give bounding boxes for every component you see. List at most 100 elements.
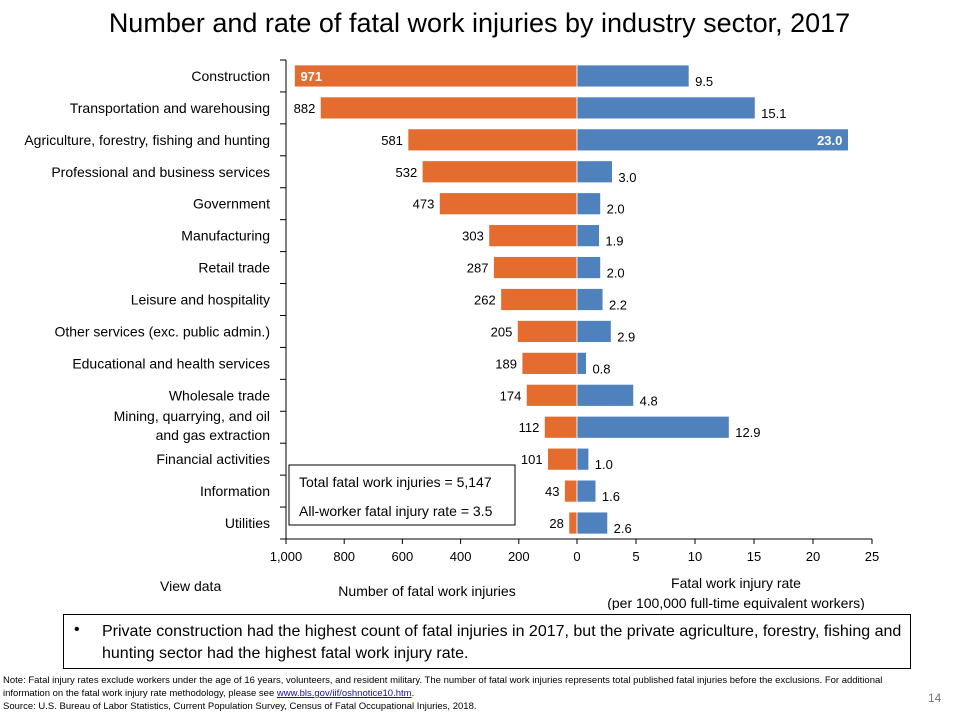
rate-data-label: 9.5: [695, 74, 713, 89]
category-label: Agriculture, forestry, fishing and hunti…: [24, 132, 270, 148]
rate-data-label: 4.8: [640, 393, 658, 408]
rate-bar: [576, 511, 609, 535]
count-bar: [516, 320, 578, 343]
total-injuries-annotation: Total fatal work injuries = 5,147: [299, 474, 492, 490]
category-label: Utilities: [225, 515, 270, 531]
rate-bar: [576, 256, 602, 279]
left-axis-tick-label: 600: [392, 549, 414, 564]
count-data-label: 189: [495, 356, 517, 371]
category-label: Transportation and warehousing: [70, 100, 270, 116]
methodology-link[interactable]: www.bls.gov/iif/oshnotice10.htm: [276, 688, 412, 699]
category-label: Construction: [191, 68, 270, 84]
category-label: Educational and health services: [72, 355, 270, 371]
count-data-label: 287: [467, 261, 489, 276]
rate-bar: [576, 160, 613, 184]
rate-data-label: 2.2: [609, 298, 627, 313]
key-finding-text: Private construction had the highest cou…: [102, 623, 902, 662]
category-label: Wholesale trade: [169, 387, 270, 403]
count-data-label: 581: [381, 133, 403, 148]
count-bar: [438, 192, 578, 216]
rate-bar: [576, 479, 597, 503]
left-axis-tick-label: 1,000: [270, 549, 303, 564]
rate-data-label: 1.0: [595, 457, 613, 472]
rate-data-label: 1.9: [605, 234, 623, 249]
rate-data-label: 12.9: [735, 425, 760, 440]
rate-bar: [576, 351, 587, 375]
count-data-label: 971: [300, 69, 322, 84]
rate-bar: [576, 192, 602, 216]
left-axis-tick-label: 0: [573, 549, 580, 564]
right-axis-tick-label: 25: [865, 549, 879, 564]
left-axis-title: Number of fatal work injuries: [338, 583, 515, 599]
chart-title: Number and rate of fatal work injuries b…: [108, 8, 851, 38]
rate-bar: [576, 320, 612, 343]
totals-annotation-box: [288, 464, 516, 526]
count-data-label: 882: [294, 101, 316, 116]
count-bar: [568, 511, 578, 535]
rate-data-label: 2.0: [607, 266, 625, 281]
count-bar: [544, 415, 578, 439]
right-axis-tick-label: 20: [806, 549, 820, 564]
right-axis-subtitle: (per 100,000 full-time equivalent worker…: [607, 595, 865, 610]
rate-bar: [576, 224, 600, 248]
count-data-label: 174: [500, 388, 522, 403]
count-data-label: 101: [521, 452, 543, 467]
category-label: and gas extraction: [156, 427, 270, 443]
count-data-label: 532: [395, 165, 417, 180]
count-bar: [493, 256, 578, 279]
count-bar: [294, 64, 578, 88]
count-bar: [521, 351, 578, 375]
footnotes: Note: Fatal injury rates exclude workers…: [3, 674, 913, 713]
count-bar: [500, 288, 578, 311]
rate-bar: [576, 383, 635, 407]
count-bar: [564, 479, 578, 503]
rate-bar: [576, 415, 730, 439]
left-axis-tick-label: 800: [333, 549, 355, 564]
rate-data-label: 0.8: [592, 361, 610, 376]
left-axis-tick-label: 400: [450, 549, 472, 564]
rate-bar: [576, 447, 590, 471]
count-bar: [547, 447, 578, 471]
rate-bar: [576, 96, 756, 120]
bullet-symbol: •: [74, 621, 80, 638]
rate-data-label: 2.6: [614, 521, 632, 536]
count-data-label: 262: [474, 293, 496, 308]
rate-bar: [576, 288, 604, 311]
rate-bar: [576, 128, 849, 152]
rate-data-label: 3.0: [618, 170, 636, 185]
count-bar: [525, 383, 578, 407]
count-bar: [319, 96, 578, 120]
source-text: Source: U.S. Bureau of Labor Statistics,…: [3, 701, 477, 712]
right-axis-tick-label: 15: [747, 549, 761, 564]
category-label: Other services (exc. public admin.): [54, 323, 270, 339]
right-axis-title: Fatal work injury rate: [671, 575, 801, 591]
category-label: Information: [200, 483, 270, 499]
count-data-label: 303: [462, 229, 484, 244]
count-bar: [421, 160, 578, 184]
rate-data-label: 1.6: [602, 489, 620, 504]
count-bar: [407, 128, 578, 152]
category-label: Manufacturing: [181, 228, 270, 244]
count-bar: [488, 224, 578, 248]
view-data-link[interactable]: View data: [160, 578, 222, 594]
count-data-label: 28: [549, 516, 563, 531]
count-data-label: 112: [519, 420, 540, 435]
category-label: Mining, quarrying, and oil: [114, 408, 270, 424]
left-axis-tick-label: 200: [508, 549, 530, 564]
count-data-label: 473: [413, 197, 435, 212]
rate-data-label: 23.0: [817, 133, 842, 148]
right-axis-tick-label: 10: [688, 549, 702, 564]
count-data-label: 205: [491, 324, 513, 339]
note-text: Note: Fatal injury rates exclude workers…: [3, 675, 883, 699]
rate-data-label: 2.9: [617, 329, 635, 344]
butterfly-bar-chart: Construction Transportation and warehousi…: [24, 59, 879, 610]
category-label: Financial activities: [156, 451, 270, 467]
key-finding-box: • Private construction had the highest c…: [63, 614, 911, 669]
count-data-label: 43: [545, 484, 559, 499]
rate-data-label: 15.1: [761, 106, 786, 121]
category-label: Government: [193, 196, 270, 212]
category-label: Professional and business services: [51, 164, 270, 180]
note-link-suffix: .: [411, 688, 415, 699]
all-worker-rate-annotation: All-worker fatal injury rate = 3.5: [299, 503, 493, 519]
rate-bar: [576, 64, 690, 88]
